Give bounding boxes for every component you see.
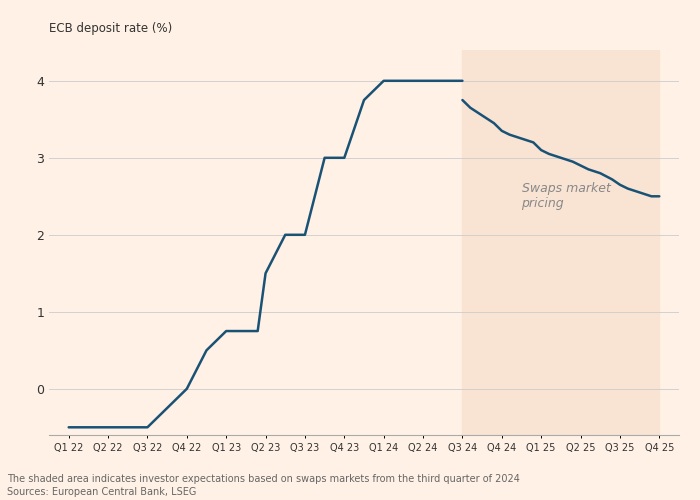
Bar: [463, 50, 659, 435]
Text: ECB deposit rate (%): ECB deposit rate (%): [49, 22, 172, 35]
Text: Sources: European Central Bank, LSEG: Sources: European Central Bank, LSEG: [7, 487, 197, 497]
Text: The shaded area indicates investor expectations based on swaps markets from the : The shaded area indicates investor expec…: [7, 474, 520, 484]
Text: Swaps market
pricing: Swaps market pricing: [522, 182, 610, 210]
